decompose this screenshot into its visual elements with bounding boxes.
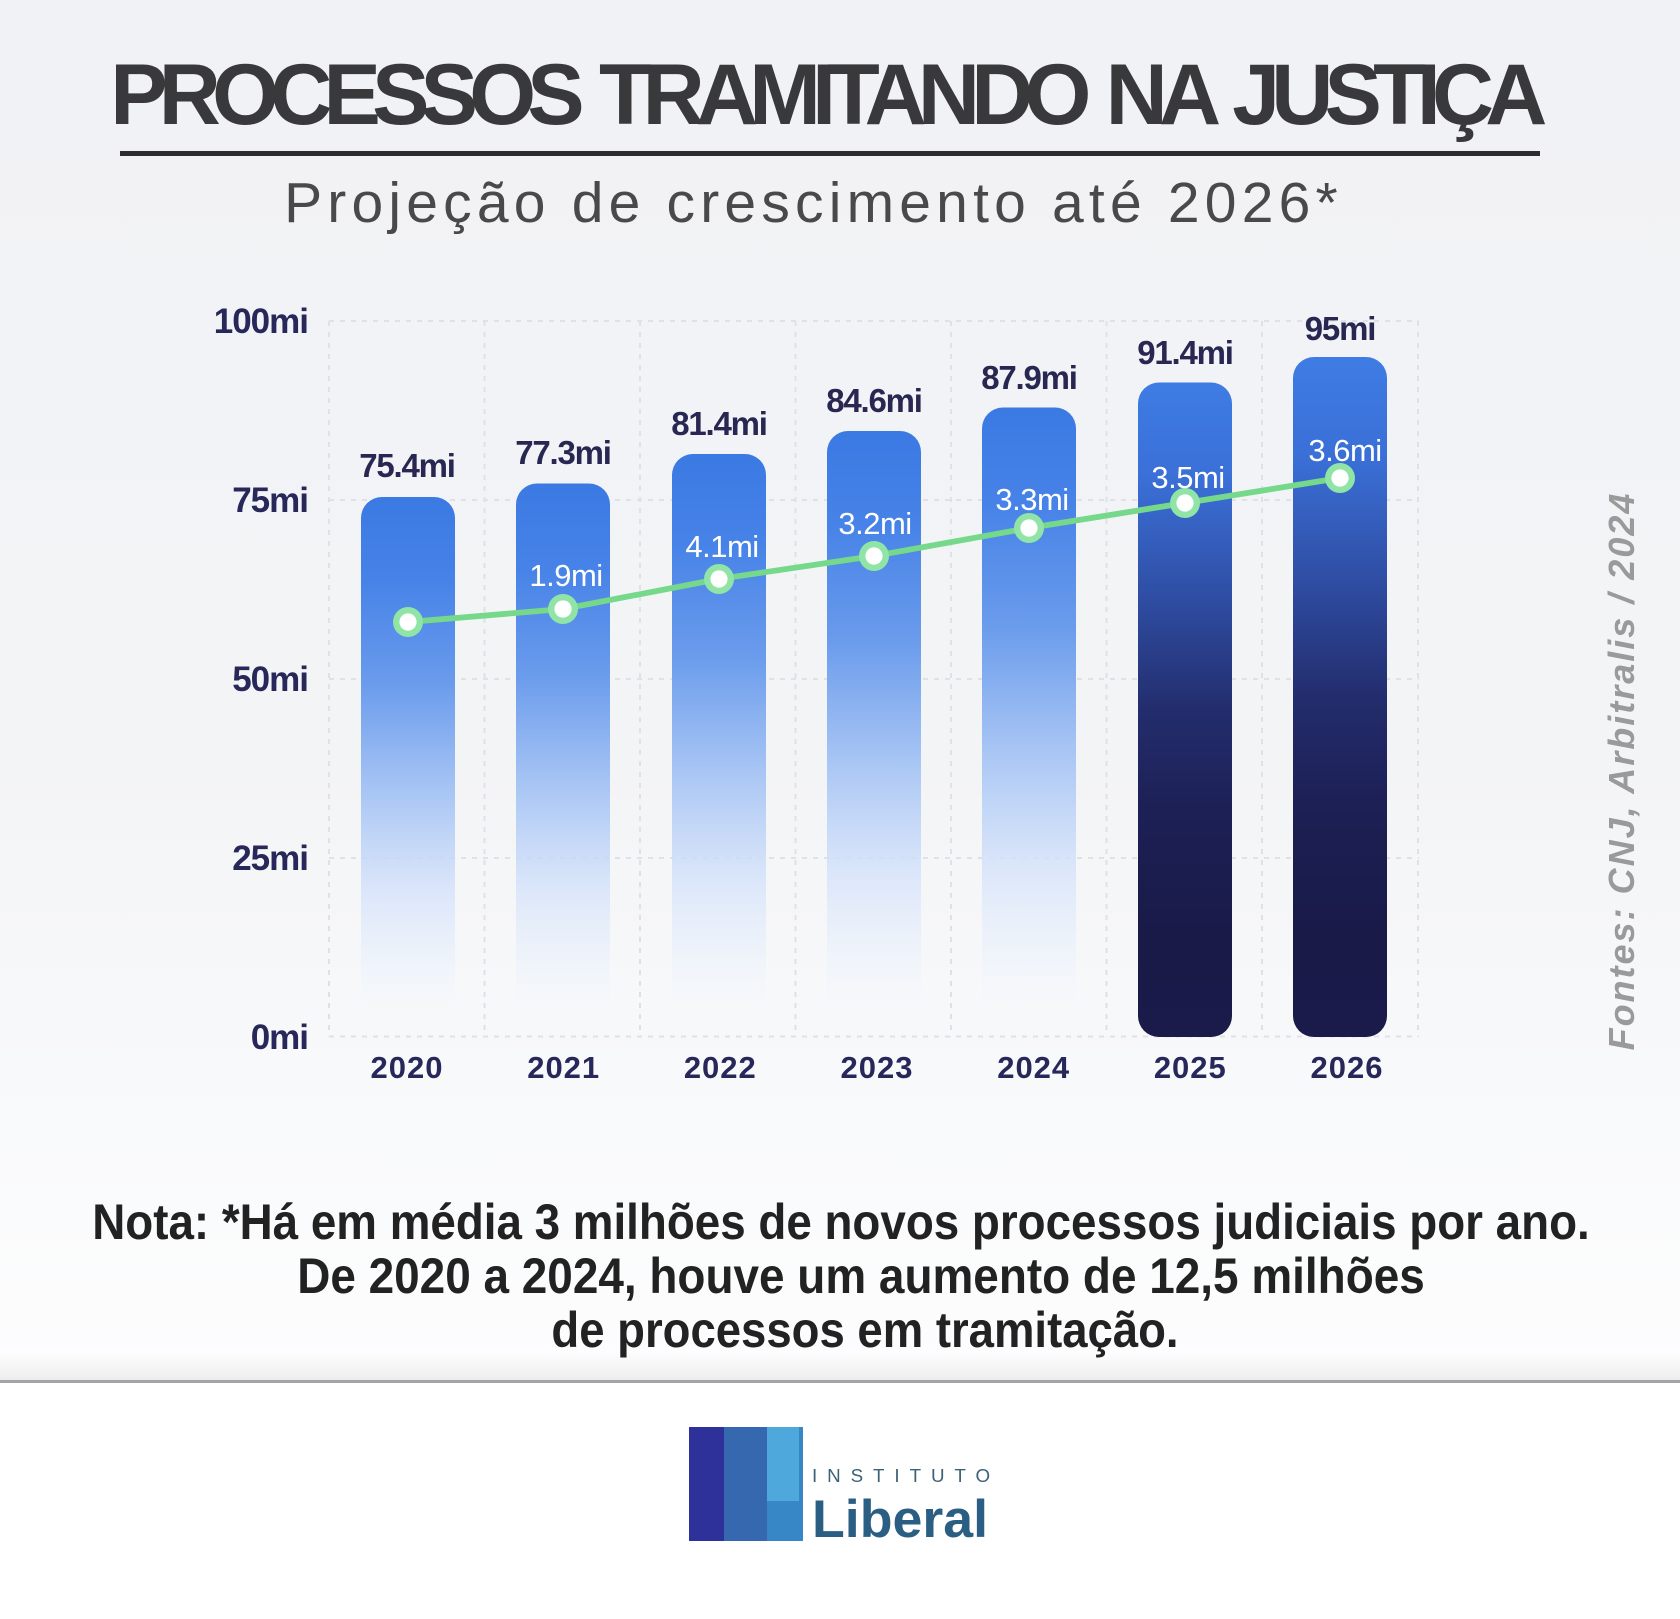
svg-text:91.4mi: 91.4mi	[1137, 334, 1233, 371]
svg-text:2021: 2021	[527, 1050, 600, 1085]
svg-text:25mi: 25mi	[232, 839, 308, 878]
svg-text:75mi: 75mi	[232, 481, 308, 520]
svg-text:2023: 2023	[841, 1050, 914, 1085]
svg-text:84.6mi: 84.6mi	[826, 382, 922, 419]
svg-text:100mi: 100mi	[214, 302, 308, 341]
svg-text:2025: 2025	[1154, 1050, 1227, 1085]
svg-text:95mi: 95mi	[1305, 310, 1375, 347]
svg-text:77.3mi: 77.3mi	[515, 434, 611, 471]
svg-text:0mi: 0mi	[251, 1018, 308, 1057]
svg-text:Fontes: CNJ, Arbitralis / 2024: Fontes: CNJ, Arbitralis / 2024	[1601, 492, 1642, 1051]
svg-text:4.1mi: 4.1mi	[685, 529, 758, 564]
svg-text:Liberal: Liberal	[812, 1490, 988, 1549]
svg-text:50mi: 50mi	[232, 660, 308, 699]
svg-text:1.9mi: 1.9mi	[529, 558, 602, 593]
svg-text:2022: 2022	[684, 1050, 757, 1085]
svg-text:3.5mi: 3.5mi	[1151, 460, 1224, 495]
svg-text:87.9mi: 87.9mi	[981, 359, 1077, 396]
svg-text:81.4mi: 81.4mi	[671, 405, 767, 442]
svg-text:3.3mi: 3.3mi	[995, 482, 1068, 517]
svg-text:75.4mi: 75.4mi	[359, 447, 455, 484]
svg-text:INSTITUTO: INSTITUTO	[812, 1466, 1000, 1486]
svg-text:2026: 2026	[1311, 1050, 1384, 1085]
svg-text:3.6mi: 3.6mi	[1308, 433, 1381, 468]
svg-text:2020: 2020	[371, 1050, 444, 1085]
svg-text:3.2mi: 3.2mi	[838, 506, 911, 541]
svg-text:2024: 2024	[997, 1050, 1070, 1085]
